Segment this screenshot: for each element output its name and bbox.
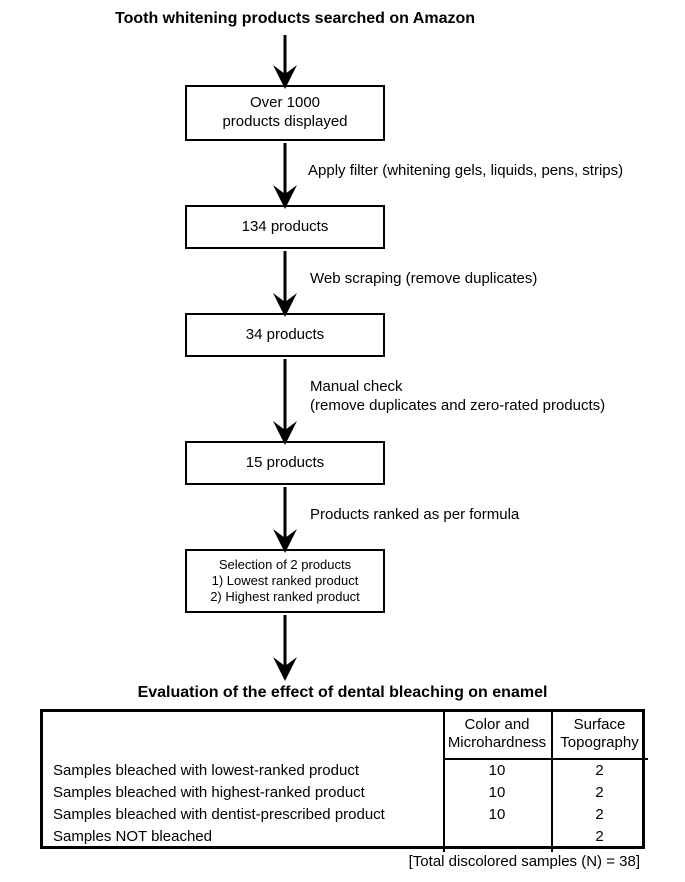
flow-label-l4: Products ranked as per formula	[310, 506, 519, 525]
flow-box-b5: Selection of 2 products1) Lowest ranked …	[185, 549, 385, 613]
evaluation-table: Color andMicrohardnessSurfaceTopography S…	[40, 709, 645, 849]
table-cell-c1-0: 10	[443, 762, 551, 779]
flow-label-l1: Apply filter (whitening gels, liquids, p…	[308, 162, 623, 181]
flow-label-l2: Web scraping (remove duplicates)	[310, 270, 537, 289]
table-hline-header	[443, 758, 648, 760]
table-row-label-2: Samples bleached with dentist-prescribed…	[53, 806, 441, 823]
table-title: Evaluation of the effect of dental bleac…	[120, 684, 565, 702]
flow-box-b2: 134 products	[185, 205, 385, 249]
table-cell-c2-3: 2	[551, 828, 648, 845]
table-footer: [Total discolored samples (N) = 38]	[409, 853, 640, 870]
flow-box-b4: 15 products	[185, 441, 385, 485]
diagram-title: Tooth whitening products searched on Ama…	[115, 10, 475, 28]
table-cell-c2-0: 2	[551, 762, 648, 779]
table-row-label-3: Samples NOT bleached	[53, 828, 441, 845]
table-cell-c2-2: 2	[551, 806, 648, 823]
table-header-0: Color andMicrohardness	[443, 716, 551, 752]
table-cell-c2-1: 2	[551, 784, 648, 801]
table-row-label-1: Samples bleached with highest-ranked pro…	[53, 784, 441, 801]
table-cell-c1-1: 10	[443, 784, 551, 801]
flow-box-b3: 34 products	[185, 313, 385, 357]
table-row-label-0: Samples bleached with lowest-ranked prod…	[53, 762, 441, 779]
flow-label-l3: Manual check (remove duplicates and zero…	[310, 378, 605, 416]
table-cell-c1-2: 10	[443, 806, 551, 823]
table-header-1: SurfaceTopography	[551, 716, 648, 752]
flow-box-b1: Over 1000products displayed	[185, 85, 385, 141]
